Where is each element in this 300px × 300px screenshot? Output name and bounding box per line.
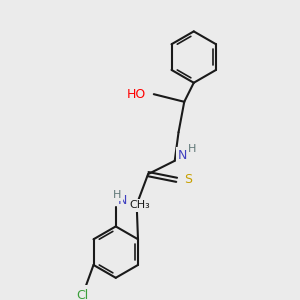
Text: HO: HO	[127, 88, 146, 101]
Text: CH₃: CH₃	[129, 200, 150, 211]
Text: S: S	[184, 173, 192, 186]
Text: H: H	[188, 144, 196, 154]
Text: N: N	[178, 148, 187, 162]
Text: H: H	[113, 190, 122, 200]
Text: Cl: Cl	[76, 289, 88, 300]
Text: N: N	[118, 194, 127, 207]
